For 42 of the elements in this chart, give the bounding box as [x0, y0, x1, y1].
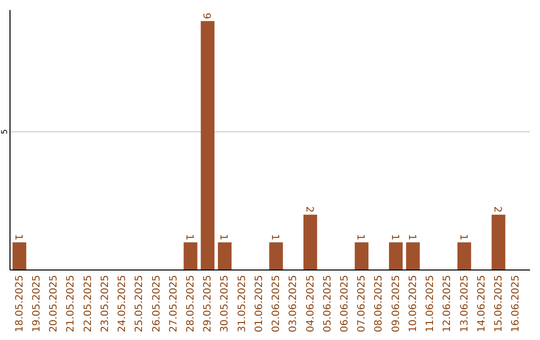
- data-label: 2: [491, 206, 502, 213]
- data-label: 1: [12, 234, 24, 240]
- x-tick-label: 28.05.2025: [186, 275, 197, 332]
- x-tick-label: 08.06.2025: [374, 275, 385, 332]
- x-tick-label: 02.06.2025: [271, 275, 282, 332]
- x-tick-label: 24.05.2025: [117, 275, 128, 332]
- x-tick-label: 10.06.2025: [408, 275, 419, 332]
- x-tick-label: 25.05.2025: [134, 275, 146, 332]
- data-label: 1: [354, 234, 366, 240]
- y-tick-label: 5: [0, 129, 9, 134]
- x-tick-label: 31.05.2025: [236, 275, 248, 332]
- x-tick-label: 18.05.2025: [14, 275, 26, 332]
- data-label: 1: [218, 234, 229, 240]
- x-tick-label: 14.06.2025: [476, 275, 488, 332]
- x-tick-label: 27.05.2025: [168, 275, 180, 332]
- x-tick-label: 09.06.2025: [390, 275, 402, 332]
- data-label: 2: [303, 206, 314, 213]
- x-tick-label: 04.06.2025: [305, 275, 316, 332]
- x-tick-label: 15.06.2025: [493, 275, 504, 332]
- x-tick-label: 16.06.2025: [510, 275, 522, 332]
- x-tick-label: 19.05.2025: [32, 275, 43, 332]
- data-label: 9: [200, 12, 212, 20]
- x-tick-label: 22.05.2025: [82, 275, 94, 332]
- data-label: 1: [406, 234, 417, 240]
- x-tick-label: 06.06.2025: [339, 275, 350, 332]
- x-tick-label: 23.05.2025: [100, 275, 111, 332]
- x-tick-label: 26.05.2025: [151, 275, 162, 332]
- x-tick-label: 05.06.2025: [322, 275, 334, 332]
- x-tick-label: 20.05.2025: [48, 275, 60, 332]
- x-tick-label: 29.05.2025: [202, 275, 214, 332]
- x-tick-label: 30.05.2025: [220, 275, 231, 332]
- x-tick-label: 21.05.2025: [66, 275, 77, 332]
- x-tick-label: 11.06.2025: [425, 275, 436, 332]
- x-tick-label: 12.06.2025: [442, 275, 454, 332]
- x-tick-label: 03.06.2025: [288, 275, 300, 332]
- x-tick-label: 01.06.2025: [254, 275, 265, 332]
- data-label: 1: [388, 234, 400, 240]
- data-label: 1: [184, 234, 195, 240]
- x-tick-label: 13.06.2025: [459, 275, 470, 332]
- x-tick-label: 07.06.2025: [356, 275, 368, 332]
- data-label: 1: [269, 234, 280, 240]
- data-label: 1: [457, 234, 468, 240]
